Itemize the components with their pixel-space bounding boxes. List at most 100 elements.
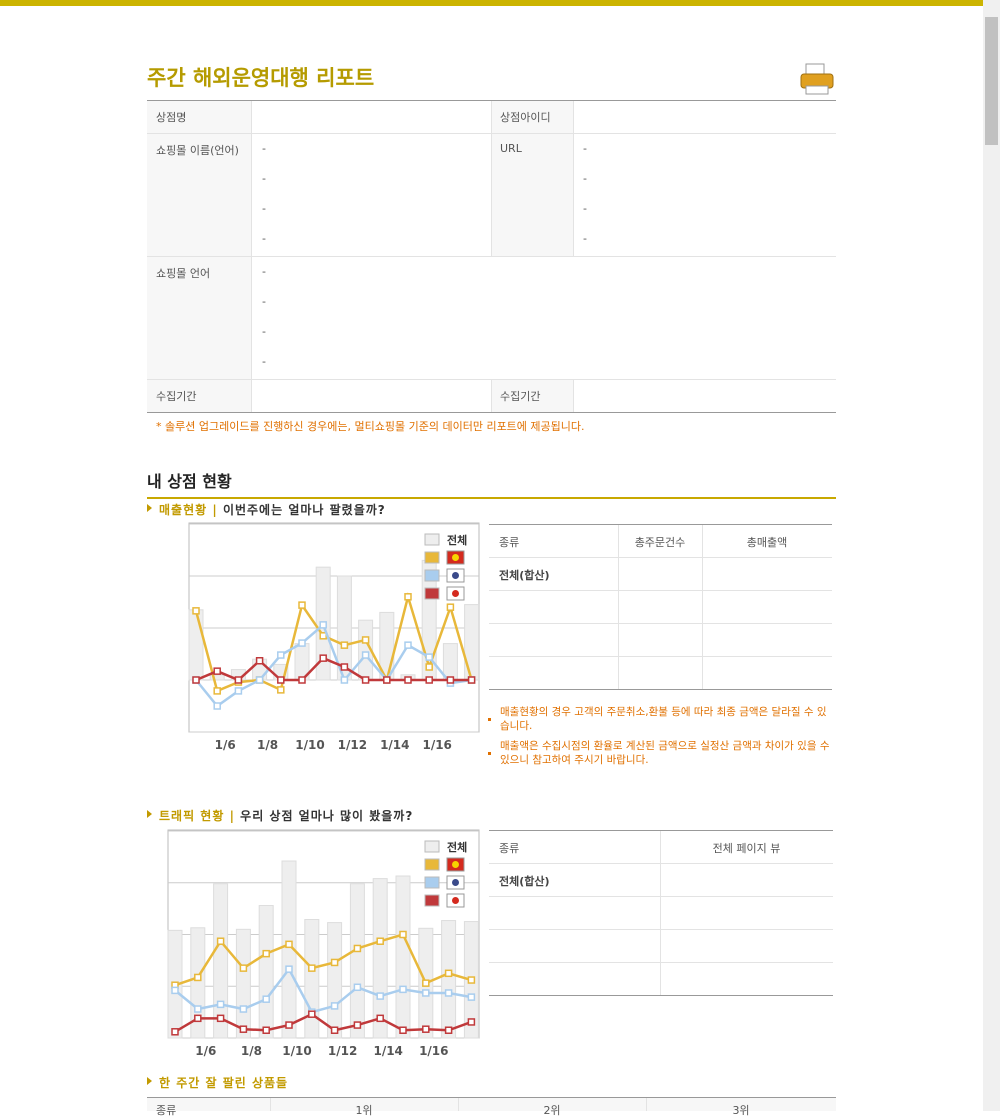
value: - <box>262 325 266 338</box>
point <box>298 676 306 684</box>
label: 수집기간 <box>156 390 197 403</box>
scrollbar[interactable] <box>983 0 1000 1111</box>
bullet <box>147 810 152 818</box>
bar <box>273 663 289 681</box>
note: 매출현황의 경우 고객의 주문취소,환불 등에 따라 최종 금액은 달라질 수 … <box>500 706 827 732</box>
point <box>192 607 200 615</box>
value: - <box>262 295 266 308</box>
column-header: 총주문건수 <box>634 536 686 549</box>
point <box>239 1025 248 1033</box>
point <box>277 651 285 659</box>
point <box>239 964 248 972</box>
point <box>404 593 412 601</box>
row-label: 전체(합산) <box>499 875 550 888</box>
point <box>446 676 455 684</box>
point <box>361 636 370 644</box>
point <box>340 641 349 649</box>
x-tick-label: 1/10 <box>282 1044 311 1058</box>
point <box>285 940 293 949</box>
point <box>319 621 327 629</box>
point <box>298 639 306 647</box>
point <box>467 676 476 684</box>
legend-swatch <box>424 876 440 889</box>
legend-swatch <box>424 894 440 907</box>
flag-icon <box>452 861 459 868</box>
point <box>353 1021 362 1029</box>
value: - <box>262 265 266 278</box>
bar <box>252 658 268 681</box>
flag-icon <box>452 590 459 597</box>
bar <box>327 922 343 1039</box>
label: 상점명 <box>156 111 187 124</box>
point <box>277 686 285 694</box>
point <box>425 676 433 684</box>
bullet <box>147 1077 152 1085</box>
point <box>444 1026 453 1034</box>
column-header: 3위 <box>732 1104 750 1117</box>
subheading: 한 주간 잘 팔린 상품들 <box>159 1076 289 1090</box>
point <box>308 1010 316 1018</box>
bar <box>213 883 229 1039</box>
value: - <box>262 355 266 368</box>
point <box>298 601 306 609</box>
point <box>319 654 327 662</box>
flag-icon <box>452 879 459 886</box>
point <box>399 985 407 994</box>
flag-icon <box>446 857 465 872</box>
line <box>194 592 473 693</box>
value: - <box>262 172 266 185</box>
line <box>195 656 472 682</box>
point <box>213 667 221 675</box>
x-tick-label: 1/6 <box>195 1044 216 1058</box>
scroll-thumb[interactable] <box>985 17 998 145</box>
point <box>262 995 270 1003</box>
point <box>255 676 264 684</box>
point <box>340 676 349 684</box>
point <box>467 993 476 1001</box>
point <box>376 1014 384 1023</box>
x-tick-label: 1/14 <box>373 1044 402 1058</box>
point <box>234 678 243 686</box>
point <box>361 651 370 659</box>
legend-label: 전체 <box>447 533 467 547</box>
bar <box>188 609 204 681</box>
legend-swatch <box>424 587 440 600</box>
bar <box>304 918 320 1039</box>
point <box>239 1005 248 1013</box>
point <box>262 1026 270 1034</box>
point <box>234 676 243 684</box>
chart-frame <box>167 829 480 1039</box>
chart-frame <box>188 522 480 733</box>
value: - <box>262 202 266 215</box>
bar <box>349 883 365 1039</box>
label: 쇼핑몰 언어 <box>156 267 211 280</box>
x-tick-label: 1/12 <box>338 738 367 752</box>
line <box>174 1012 472 1033</box>
point <box>213 687 221 695</box>
point <box>422 1025 430 1033</box>
point <box>216 1014 225 1023</box>
x-tick-label: 1/10 <box>295 738 324 752</box>
column-header: 전체 페이지 뷰 <box>712 842 781 855</box>
page-title: 주간 해외운영대행 리포트 <box>147 66 375 90</box>
bar <box>358 619 374 681</box>
x-tick-label: 1/8 <box>241 1044 262 1058</box>
value: - <box>583 232 587 245</box>
heading: 트래픽 현황 <box>159 809 225 823</box>
point <box>383 676 391 684</box>
label: 상점아이디 <box>500 111 551 124</box>
question: 우리 상점 얼마나 많이 봤을까? <box>240 809 414 823</box>
point <box>422 989 430 997</box>
point <box>383 676 391 684</box>
point <box>308 1008 316 1016</box>
point <box>285 965 293 973</box>
point <box>216 1000 225 1009</box>
point <box>330 1002 339 1010</box>
print-button[interactable] <box>798 60 838 100</box>
line <box>174 966 472 1014</box>
point <box>444 969 453 978</box>
column-header: 종류 <box>156 1104 177 1117</box>
label: URL <box>500 142 522 155</box>
point <box>383 676 391 684</box>
